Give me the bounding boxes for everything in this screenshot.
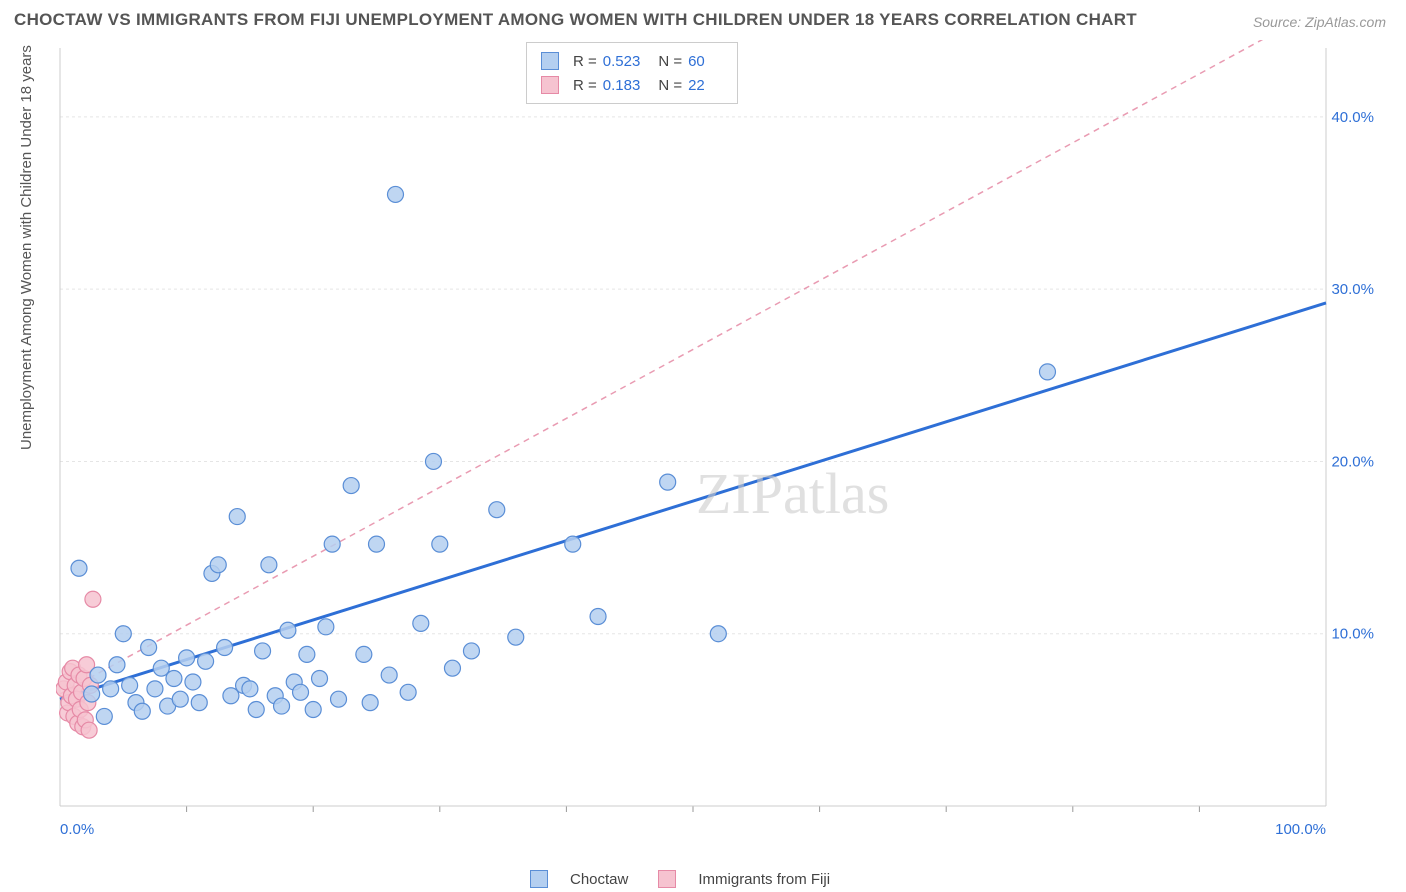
n-value: 22: [688, 77, 705, 94]
scatter-plot-svg: 10.0% 20.0% 30.0% 40.0% 0.0% 100.0%: [56, 40, 1386, 850]
legend-label: Choctaw: [570, 871, 628, 888]
legend-swatch: [658, 870, 676, 888]
svg-text:0.0%: 0.0%: [60, 821, 94, 838]
legend-item: Choctaw: [530, 870, 628, 888]
legend-swatch: [541, 52, 559, 70]
chart-title: CHOCTAW VS IMMIGRANTS FROM FIJI UNEMPLOY…: [14, 10, 1137, 30]
legend-swatch: [530, 870, 548, 888]
legend-item: Immigrants from Fiji: [658, 870, 830, 888]
source-attribution: Source: ZipAtlas.com: [1253, 14, 1386, 30]
n-value: 60: [688, 53, 705, 70]
svg-text:20.0%: 20.0%: [1331, 453, 1374, 470]
y-axis-label: Unemployment Among Women with Children U…: [18, 45, 35, 450]
svg-text:100.0%: 100.0%: [1275, 821, 1326, 838]
stats-row: R = 0.523 N = 60: [541, 49, 723, 73]
r-value: 0.523: [603, 53, 641, 70]
legend-swatch: [541, 76, 559, 94]
stats-row: R = 0.183 N = 22: [541, 73, 723, 97]
svg-text:40.0%: 40.0%: [1331, 109, 1374, 126]
series-legend: Choctaw Immigrants from Fiji: [530, 870, 830, 888]
svg-text:10.0%: 10.0%: [1331, 626, 1374, 643]
n-label: N =: [658, 53, 682, 70]
legend-label: Immigrants from Fiji: [698, 871, 830, 888]
r-value: 0.183: [603, 77, 641, 94]
svg-text:30.0%: 30.0%: [1331, 281, 1374, 298]
r-label: R =: [573, 53, 597, 70]
n-label: N =: [658, 77, 682, 94]
correlation-stats-box: R = 0.523 N = 60 R = 0.183 N = 22: [526, 42, 738, 104]
r-label: R =: [573, 77, 597, 94]
chart-area: 10.0%20.0%30.0%40.0%0.0%100.0% ZIPatlas: [56, 40, 1386, 850]
